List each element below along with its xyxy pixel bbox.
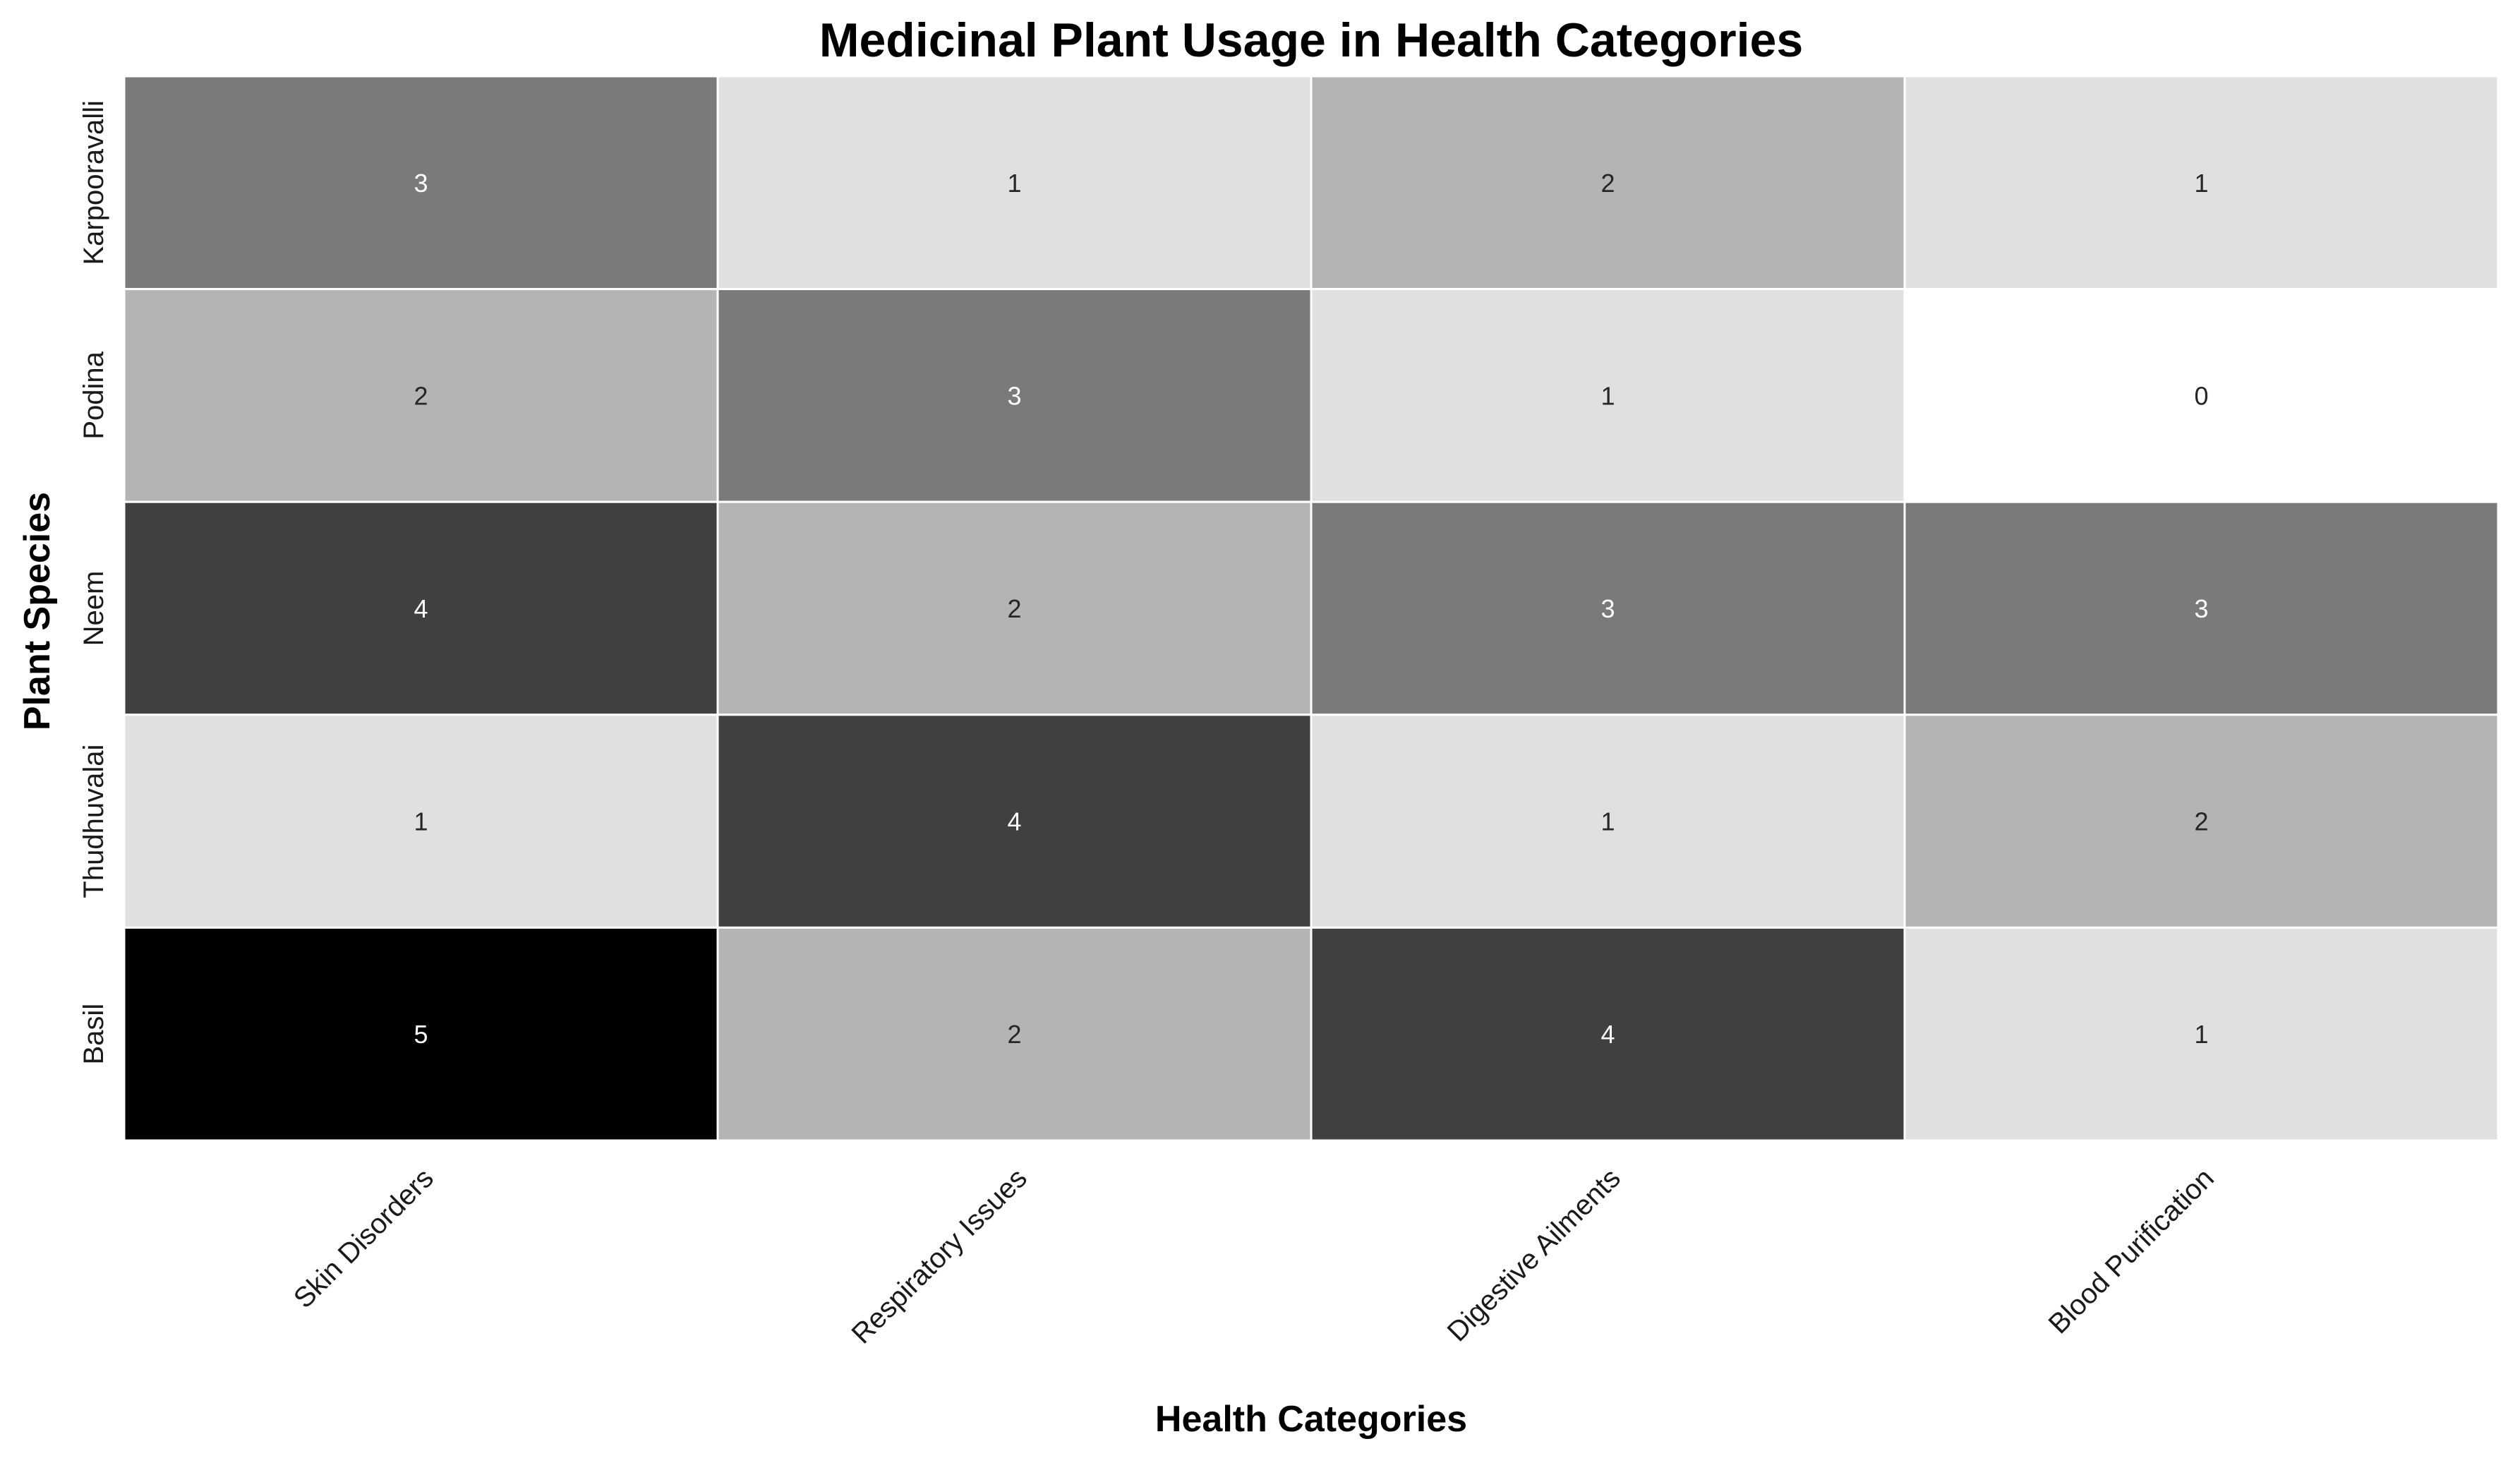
heatmap-cell (1310, 75, 1906, 291)
cell-value-label: 3 (2194, 594, 2208, 623)
y-tick-label: Karpooravalli (78, 100, 109, 265)
heatmap-cell (1903, 500, 2500, 716)
cell-value-label: 3 (1007, 381, 1021, 410)
heatmap-cell (1310, 714, 1906, 929)
cell-value-label: 2 (1007, 1020, 1021, 1049)
cell-value-label: 2 (2194, 807, 2208, 836)
cell-value-label: 1 (2194, 1020, 2208, 1049)
heatmap-cell (716, 714, 1313, 929)
y-axis-title: Plant Species (17, 492, 58, 730)
cell-value-label: 1 (1600, 807, 1615, 836)
cell-value-label: 4 (1600, 1020, 1615, 1049)
heatmap-cell (1903, 926, 2500, 1142)
cell-value-label: 4 (414, 594, 428, 623)
cell-value-label: 4 (1007, 807, 1021, 836)
cell-value-label: 3 (1600, 594, 1615, 623)
cell-value-label: 2 (1600, 169, 1615, 198)
cell-value-label: 3 (414, 169, 428, 198)
heatmap-cell (1903, 75, 2500, 291)
heatmap-cells: 3 1 2 1 2 3 1 0 4 2 3 3 1 4 1 2 5 2 4 1 (123, 75, 2500, 1142)
y-tick-label: Basil (78, 1004, 109, 1065)
heatmap-cell (1903, 288, 2500, 503)
heatmap-cell (123, 926, 719, 1142)
cell-value-label: 5 (414, 1020, 428, 1049)
cell-value-label: 1 (2194, 169, 2208, 198)
y-tick-label: Podina (78, 351, 109, 439)
heatmap-cell (123, 714, 719, 929)
x-axis-title: Health Categories (1155, 1399, 1467, 1440)
heatmap-cell (1903, 714, 2500, 929)
cell-value-label: 1 (414, 807, 428, 836)
cell-value-label: 2 (1007, 594, 1021, 623)
y-tick-label: Thudhuvalai (78, 745, 109, 898)
heatmap-cell (716, 926, 1313, 1142)
heatmap-cell (716, 75, 1313, 291)
y-tick-labels: Karpooravalli Podina Neem Thudhuvalai Basil (78, 100, 109, 1064)
heatmap-cell (123, 75, 719, 291)
cell-value-label: 0 (2194, 381, 2208, 410)
cell-value-label: 1 (1600, 381, 1615, 410)
heatmap-cell (1310, 288, 1906, 503)
chart-title: Medicinal Plant Usage in Health Categori… (819, 13, 1803, 67)
cell-value-label: 1 (1007, 169, 1021, 198)
y-tick-label: Neem (78, 571, 109, 646)
cell-value-label: 2 (414, 381, 428, 410)
heatmap-cell (123, 500, 719, 716)
heatmap-cell (1310, 926, 1906, 1142)
heatmap-cell (716, 500, 1313, 716)
